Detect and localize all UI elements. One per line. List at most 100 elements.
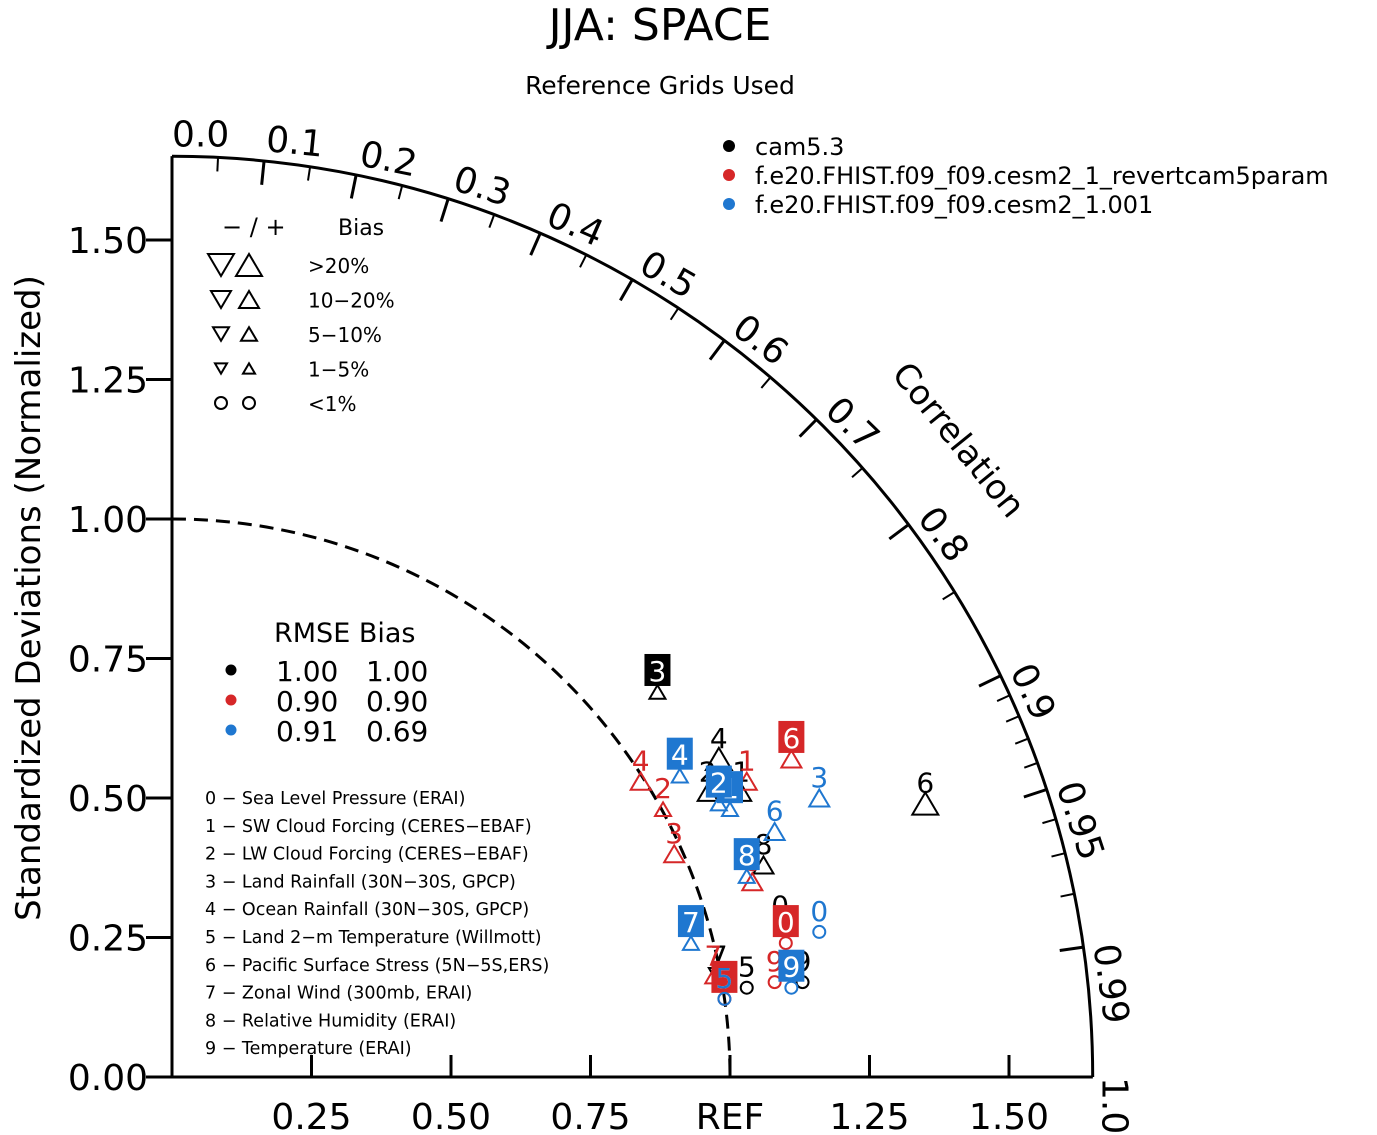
data-point: 6 [778, 720, 805, 769]
stats-legend-dot [225, 664, 237, 676]
chart-subtitle: Reference Grids Used [525, 71, 795, 100]
point-label: 4 [632, 744, 650, 777]
corr-minor-tick [1051, 852, 1066, 858]
y-tick-label: 1.00 [68, 500, 148, 541]
corr-minor-tick [851, 467, 864, 479]
point-label: 8 [738, 839, 756, 872]
corr-minor-tick [488, 214, 496, 228]
y-tick-label: 0.50 [68, 779, 148, 820]
x-tick-label: 1.50 [969, 1097, 1049, 1135]
bias-circle-marker [214, 396, 228, 410]
bias-triangle-up-marker [239, 325, 259, 342]
point-label-box [711, 960, 738, 993]
stats-rmse: 0.90 [276, 685, 338, 718]
bias-triangle-down-marker [206, 252, 236, 279]
point-label: 5 [738, 951, 756, 984]
bias-triangle-up-marker [647, 683, 668, 700]
bias-triangle-down-marker [209, 290, 233, 310]
bias-circle-marker [242, 396, 256, 410]
point-label: 4 [710, 722, 728, 755]
stats-rmse: 0.91 [276, 715, 338, 748]
corr-tick [888, 523, 910, 541]
point-label: 0 [810, 895, 828, 928]
bias-circle-marker [739, 980, 754, 995]
x-tick-label: 1.25 [829, 1097, 909, 1135]
y-axis-label: Standardized Deviations (Normalized) [9, 275, 49, 921]
corr-tick-label: 0.6 [725, 307, 795, 374]
x-tick-label: 0.75 [550, 1097, 630, 1135]
x-tick-label: REF [696, 1097, 764, 1135]
corr-tick-label: 0.3 [448, 159, 515, 215]
bias-triangle-up-marker [779, 748, 804, 769]
corr-tick-label: 0.8 [909, 499, 976, 569]
corr-tick-label: 0.0 [172, 114, 229, 155]
bias-triangle-down-marker [213, 362, 229, 376]
legend-dot [723, 169, 735, 181]
bias-legend-label: 5−10% [308, 323, 382, 347]
data-point: 4 [628, 744, 653, 791]
series-2: 0123456789 [666, 737, 832, 1006]
bias-circle-marker [767, 975, 782, 990]
data-point: 5 [716, 962, 733, 1006]
point-label-box [778, 720, 805, 753]
data-point: 3 [662, 817, 686, 864]
bias-triangle-up-marker [681, 934, 701, 951]
bias-circle-marker [717, 991, 732, 1006]
data-point: 2 [705, 765, 732, 812]
stats-bias: 0.90 [366, 685, 428, 718]
corr-tick [978, 674, 1002, 688]
corr-minor-tick [1014, 737, 1029, 745]
point-label: 9 [782, 951, 800, 984]
point-label-box [778, 949, 805, 982]
x-tick-label: 0.50 [411, 1097, 491, 1135]
bias-triangle-up-marker [703, 967, 724, 985]
data-point: 0 [772, 905, 799, 951]
axes: 0.000.250.500.751.001.251.500.25 0.50 0.75… [68, 154, 1095, 1135]
outer-arc [171, 154, 1095, 1078]
point-label: 7 [704, 940, 722, 973]
point-label: 5 [716, 962, 734, 995]
y-tick-label: 0.00 [68, 1058, 148, 1099]
variable-list-item: 6 − Pacific Surface Stress (5N−5S,ERS) [205, 956, 549, 976]
bias-legend-label: 10−20% [308, 289, 395, 313]
point-label: 6 [782, 722, 800, 755]
stats-legend-dot [225, 724, 237, 736]
corr-minor-tick [996, 694, 1011, 702]
stats-legend-dot [225, 694, 237, 706]
data-point: 5 [738, 951, 756, 995]
point-label-box [733, 838, 760, 871]
bias-legend-label: >20% [308, 254, 369, 278]
bias-triangle-up-marker [740, 871, 765, 892]
corr-tick [439, 198, 450, 223]
bias-legend-symbols: − / + [222, 213, 286, 241]
corr-tick-label: 0.9 [1001, 657, 1063, 726]
stats-bias: 1.00 [366, 655, 428, 688]
stats-bias: 0.69 [366, 715, 428, 748]
bias-triangle-up-marker [807, 787, 832, 808]
point-label: 4 [671, 739, 689, 772]
point-label: 0 [777, 906, 795, 939]
bias-triangle-up-marker [762, 821, 787, 841]
bias-triangle-up-marker [237, 289, 261, 309]
corr-tick [349, 174, 358, 199]
stats-legend-header: RMSE Bias [274, 618, 415, 649]
corr-tick-label: 0.4 [541, 195, 610, 255]
corr-minor-tick [1042, 818, 1057, 825]
variable-list-item: 3 − Land Rainfall (30N−30S, GPCP) [205, 872, 516, 892]
y-tick-label: 1.25 [68, 361, 148, 402]
corr-minor-tick [1023, 761, 1038, 769]
variable-list-item: 9 − Temperature (ERAI) [205, 1039, 412, 1059]
correlation-label: Correlation [884, 355, 1033, 526]
corr-minor-tick [216, 157, 220, 172]
data-points: 012345678901234567890123456789 [628, 653, 941, 1006]
point-label: 7 [682, 906, 700, 939]
point-label: 2 [654, 772, 672, 805]
bias-triangle-up-marker [709, 794, 729, 812]
legend-series-name: cam5.3 [755, 133, 844, 161]
bias-triangle-up-marker [241, 361, 257, 375]
corr-minor-tick [579, 254, 588, 268]
bias-triangle-up-marker [653, 800, 673, 817]
corr-minor-tick [1060, 892, 1075, 898]
bias-triangle-down-marker [211, 326, 231, 343]
